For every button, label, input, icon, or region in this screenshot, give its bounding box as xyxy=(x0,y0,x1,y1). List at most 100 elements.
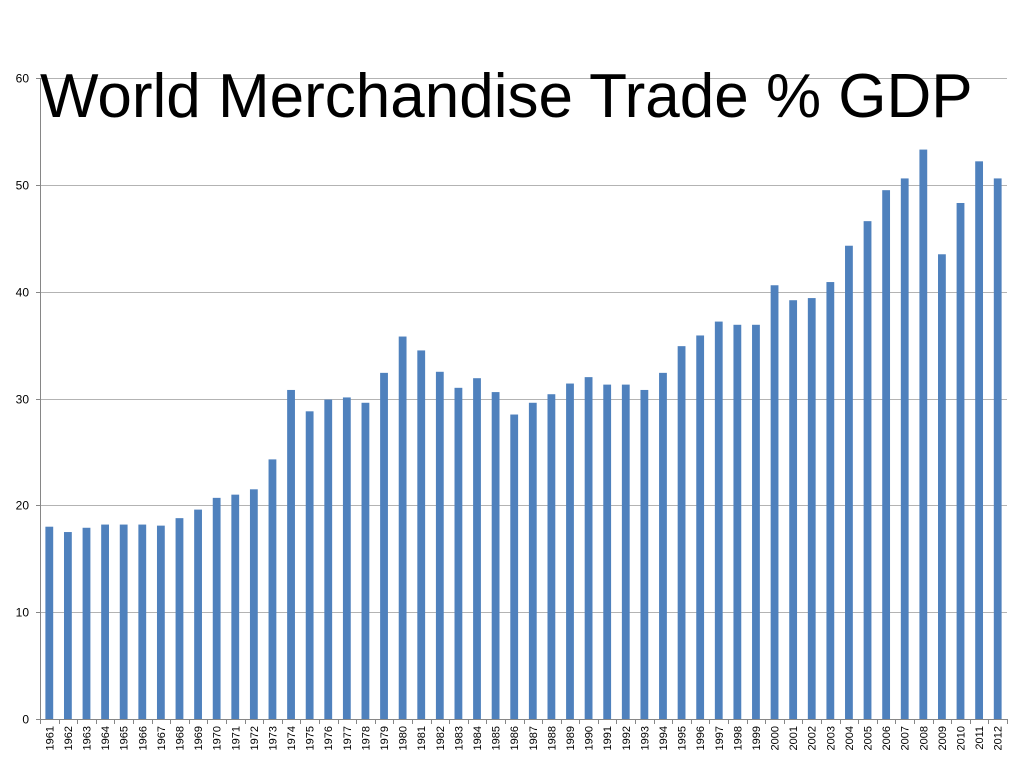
x-tick-label: 1975 xyxy=(305,726,317,750)
bar-1988 xyxy=(547,394,556,719)
x-tick-label: 1969 xyxy=(193,726,205,750)
x-tick-label: 1972 xyxy=(249,726,261,750)
x-tick-label: 1984 xyxy=(472,726,484,750)
x-tick-label: 1997 xyxy=(714,726,726,750)
bar-1998 xyxy=(733,324,742,719)
x-tick-label: 1978 xyxy=(360,726,372,750)
bar-1970 xyxy=(212,497,221,719)
x-tick-label: 1981 xyxy=(416,726,428,750)
x-tick-label: 1976 xyxy=(323,726,335,750)
bar-2002 xyxy=(807,298,816,719)
chart-title: World Merchandise Trade % GDP xyxy=(40,62,973,131)
x-tick-label: 1964 xyxy=(100,726,112,750)
bar-1981 xyxy=(417,350,426,719)
x-tick-label: 1987 xyxy=(528,726,540,750)
x-tick-label: 1993 xyxy=(639,726,651,750)
x-tick-label: 1973 xyxy=(267,726,279,750)
y-tick-label: 30 xyxy=(16,393,30,407)
bar-2003 xyxy=(826,282,835,719)
bar-2008 xyxy=(919,149,928,719)
x-tick-label: 1963 xyxy=(81,726,93,750)
bar-2012 xyxy=(993,178,1002,719)
bar-1968 xyxy=(175,518,184,719)
x-tick-label: 1999 xyxy=(751,726,763,750)
bar-1961 xyxy=(45,526,54,719)
bar-1996 xyxy=(696,335,705,719)
bar-1971 xyxy=(231,494,240,719)
x-tick-label: 1971 xyxy=(230,726,242,750)
y-tick-label: 60 xyxy=(16,72,30,86)
x-tick-label: 1998 xyxy=(732,726,744,750)
x-tick-label: 1988 xyxy=(546,726,558,750)
x-tick-label: 2003 xyxy=(825,726,837,750)
x-tick-label: 1986 xyxy=(509,726,521,750)
gridlines xyxy=(40,78,1007,613)
bar-1965 xyxy=(119,524,128,719)
x-tick-label: 2004 xyxy=(844,726,856,750)
x-tick-labels: 1961 1962 1963 1964 1965 1966 1967 1968 1969 1970… xyxy=(40,719,1008,750)
bars xyxy=(45,149,1002,720)
x-tick-label: 2010 xyxy=(956,726,968,750)
bar-1964 xyxy=(101,524,109,719)
bar-1976 xyxy=(324,399,333,719)
bar-1984 xyxy=(473,378,481,719)
bar-2004 xyxy=(845,245,853,719)
bar-2005 xyxy=(863,221,872,719)
x-tick-label: 1968 xyxy=(174,726,186,750)
bar-1982 xyxy=(435,371,444,719)
x-tick-label: 1983 xyxy=(453,726,465,750)
bar-1974 xyxy=(287,389,295,719)
x-tick-label: 1996 xyxy=(695,726,707,750)
x-tick-label: 1992 xyxy=(621,726,633,750)
x-tick-label: 1962 xyxy=(63,726,75,750)
x-tick-label: 2009 xyxy=(937,726,949,750)
x-tick-label: 1980 xyxy=(398,726,410,750)
bar-1987 xyxy=(528,402,537,719)
bar-1966 xyxy=(138,524,147,719)
bar-1983 xyxy=(454,387,463,719)
x-tick-label: 1970 xyxy=(212,726,224,750)
bar-1977 xyxy=(342,397,351,719)
y-tick-label: 20 xyxy=(16,499,30,513)
x-tick-label: 1989 xyxy=(565,726,577,750)
x-tick-label: 1974 xyxy=(286,726,298,750)
bar-2009 xyxy=(938,254,946,719)
bar-1985 xyxy=(491,392,500,719)
x-tick-label: 1991 xyxy=(602,726,614,750)
bar-1980 xyxy=(398,336,407,719)
bar-2007 xyxy=(900,178,909,719)
bar-1993 xyxy=(640,389,649,719)
x-tick-label: 2000 xyxy=(770,726,782,750)
x-tick-label: 1994 xyxy=(658,726,670,750)
bar-1979 xyxy=(380,372,388,719)
bar-1997 xyxy=(714,321,723,719)
bar-1962 xyxy=(63,532,72,719)
bar-1973 xyxy=(268,459,277,719)
x-tick-label: 1995 xyxy=(677,726,689,750)
x-tick-label: 2007 xyxy=(900,726,912,750)
bar-1967 xyxy=(156,525,165,719)
bar-2010 xyxy=(956,202,965,719)
y-tick-label: 40 xyxy=(16,286,30,300)
bar-2006 xyxy=(882,190,891,720)
axes xyxy=(40,78,1007,720)
y-tick-labels: 0 10 20 30 40 50 60 xyxy=(16,72,40,727)
x-tick-label: 1967 xyxy=(156,726,168,750)
x-tick-label: 1982 xyxy=(435,726,447,750)
bar-1986 xyxy=(510,414,519,719)
x-tick-label: 1965 xyxy=(119,726,131,750)
x-tick-label: 1990 xyxy=(584,726,596,750)
bar-2001 xyxy=(789,300,798,719)
bar-1991 xyxy=(603,384,612,719)
bar-1975 xyxy=(305,411,314,719)
bar-1989 xyxy=(566,383,574,719)
x-tick-label: 2005 xyxy=(863,726,875,750)
bar-1992 xyxy=(621,384,630,719)
bar-1999 xyxy=(752,324,760,719)
x-tick-label: 1966 xyxy=(137,726,149,750)
bar-1990 xyxy=(584,377,593,719)
x-tick-label: 1985 xyxy=(491,726,503,750)
bar-1969 xyxy=(194,509,202,719)
